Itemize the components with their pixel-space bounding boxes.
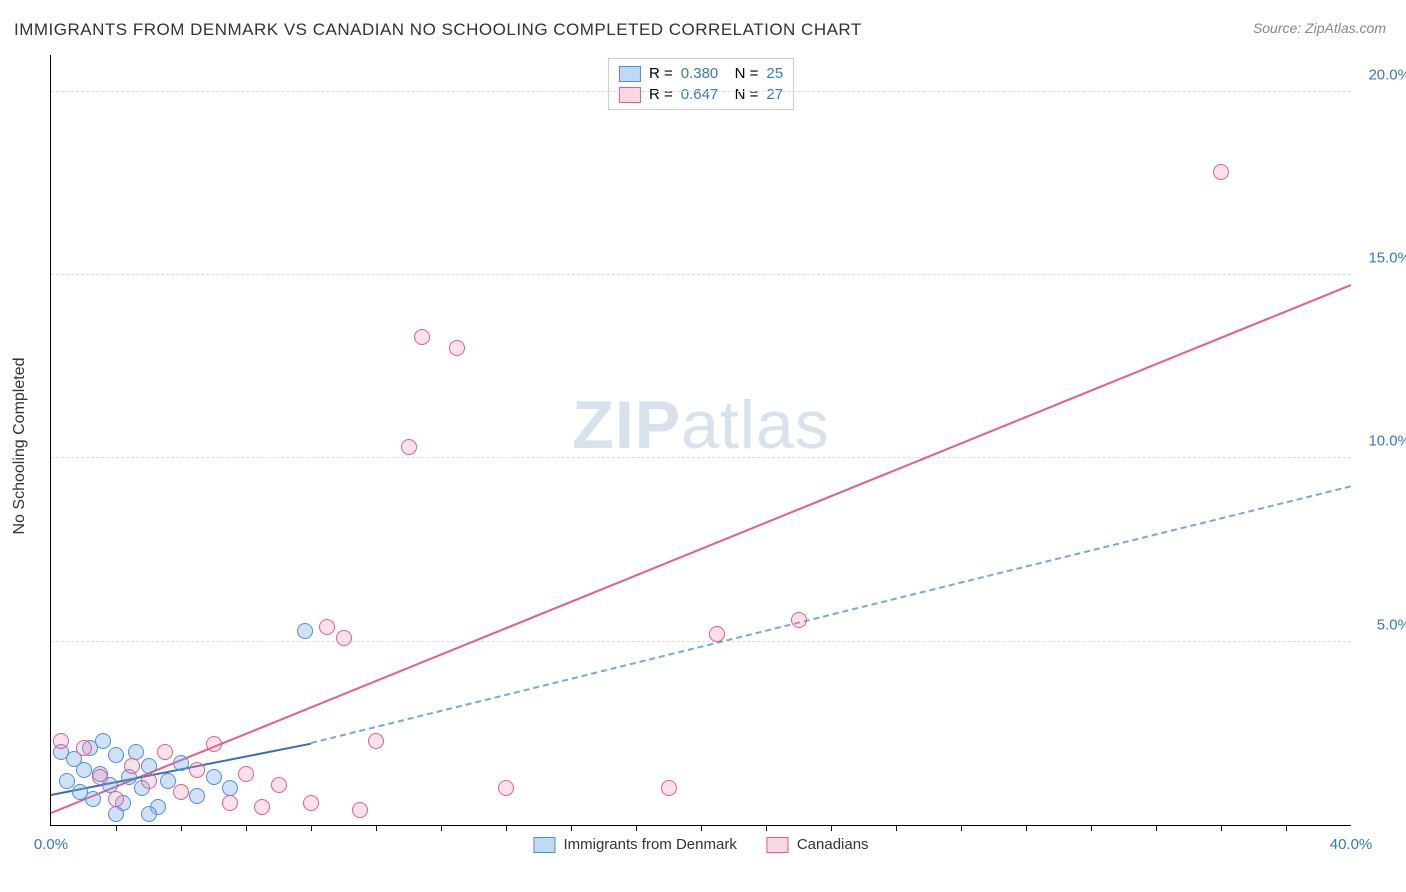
gridline bbox=[51, 641, 1351, 642]
data-point bbox=[189, 762, 205, 778]
x-tick bbox=[571, 825, 572, 831]
x-tick bbox=[506, 825, 507, 831]
data-point bbox=[222, 795, 238, 811]
legend-item-blue: Immigrants from Denmark bbox=[533, 836, 736, 853]
y-tick-label: 20.0% bbox=[1368, 66, 1406, 83]
gridline bbox=[51, 457, 1351, 458]
x-tick bbox=[441, 825, 442, 831]
source-attribution: Source: ZipAtlas.com bbox=[1253, 20, 1386, 36]
correlation-legend: R = 0.380 N = 25 R = 0.647 N = 27 bbox=[608, 58, 794, 110]
x-tick bbox=[181, 825, 182, 831]
data-point bbox=[709, 626, 725, 642]
data-point bbox=[319, 619, 335, 635]
data-point bbox=[76, 740, 92, 756]
data-point bbox=[141, 758, 157, 774]
data-point bbox=[238, 766, 254, 782]
data-point bbox=[95, 733, 111, 749]
x-tick bbox=[1091, 825, 1092, 831]
x-tick bbox=[961, 825, 962, 831]
x-tick bbox=[246, 825, 247, 831]
y-tick-label: 15.0% bbox=[1368, 250, 1406, 267]
x-tick bbox=[701, 825, 702, 831]
plot-area: ZIPatlas R = 0.380 N = 25 R = 0.647 N = … bbox=[50, 55, 1351, 826]
trend-line bbox=[311, 486, 1351, 745]
legend-item-pink: Canadians bbox=[767, 836, 869, 853]
chart-title: IMMIGRANTS FROM DENMARK VS CANADIAN NO S… bbox=[14, 20, 862, 40]
data-point bbox=[108, 791, 124, 807]
data-point bbox=[124, 758, 140, 774]
swatch-blue-icon bbox=[619, 66, 641, 82]
data-point bbox=[368, 733, 384, 749]
data-point bbox=[401, 439, 417, 455]
gridline bbox=[51, 274, 1351, 275]
x-tick bbox=[1221, 825, 1222, 831]
data-point bbox=[108, 747, 124, 763]
data-point bbox=[271, 777, 287, 793]
data-point bbox=[254, 799, 270, 815]
data-point bbox=[53, 733, 69, 749]
data-point bbox=[206, 736, 222, 752]
swatch-blue-icon bbox=[533, 837, 555, 853]
data-point bbox=[498, 780, 514, 796]
x-tick bbox=[1286, 825, 1287, 831]
data-point bbox=[141, 773, 157, 789]
data-point bbox=[189, 788, 205, 804]
x-tick bbox=[376, 825, 377, 831]
x-tick bbox=[1026, 825, 1027, 831]
data-point bbox=[128, 744, 144, 760]
swatch-pink-icon bbox=[619, 87, 641, 103]
data-point bbox=[1213, 164, 1229, 180]
y-tick-label: 10.0% bbox=[1368, 433, 1406, 450]
data-point bbox=[336, 630, 352, 646]
data-point bbox=[76, 762, 92, 778]
data-point bbox=[449, 340, 465, 356]
x-tick bbox=[116, 825, 117, 831]
x-tick-label: 40.0% bbox=[1330, 836, 1373, 853]
x-tick bbox=[766, 825, 767, 831]
data-point bbox=[108, 806, 124, 822]
legend-row-blue: R = 0.380 N = 25 bbox=[619, 63, 783, 84]
data-point bbox=[92, 769, 108, 785]
series-legend: Immigrants from Denmark Canadians bbox=[533, 836, 868, 853]
data-point bbox=[303, 795, 319, 811]
data-point bbox=[297, 623, 313, 639]
data-point bbox=[85, 791, 101, 807]
legend-row-pink: R = 0.647 N = 27 bbox=[619, 84, 783, 105]
x-tick bbox=[636, 825, 637, 831]
swatch-pink-icon bbox=[767, 837, 789, 853]
x-tick bbox=[831, 825, 832, 831]
data-point bbox=[157, 744, 173, 760]
x-tick-label: 0.0% bbox=[34, 836, 68, 853]
y-tick-label: 5.0% bbox=[1377, 616, 1406, 633]
x-tick bbox=[311, 825, 312, 831]
data-point bbox=[173, 755, 189, 771]
data-point bbox=[173, 784, 189, 800]
y-axis-label: No Schooling Completed bbox=[11, 358, 29, 535]
data-point bbox=[206, 769, 222, 785]
data-point bbox=[661, 780, 677, 796]
watermark: ZIPatlas bbox=[572, 386, 829, 464]
data-point bbox=[414, 329, 430, 345]
x-tick bbox=[896, 825, 897, 831]
chart-container: IMMIGRANTS FROM DENMARK VS CANADIAN NO S… bbox=[0, 0, 1406, 892]
data-point bbox=[791, 612, 807, 628]
data-point bbox=[141, 806, 157, 822]
data-point bbox=[352, 802, 368, 818]
x-tick bbox=[1156, 825, 1157, 831]
trend-line bbox=[51, 284, 1352, 814]
gridline bbox=[51, 91, 1351, 92]
data-point bbox=[222, 780, 238, 796]
